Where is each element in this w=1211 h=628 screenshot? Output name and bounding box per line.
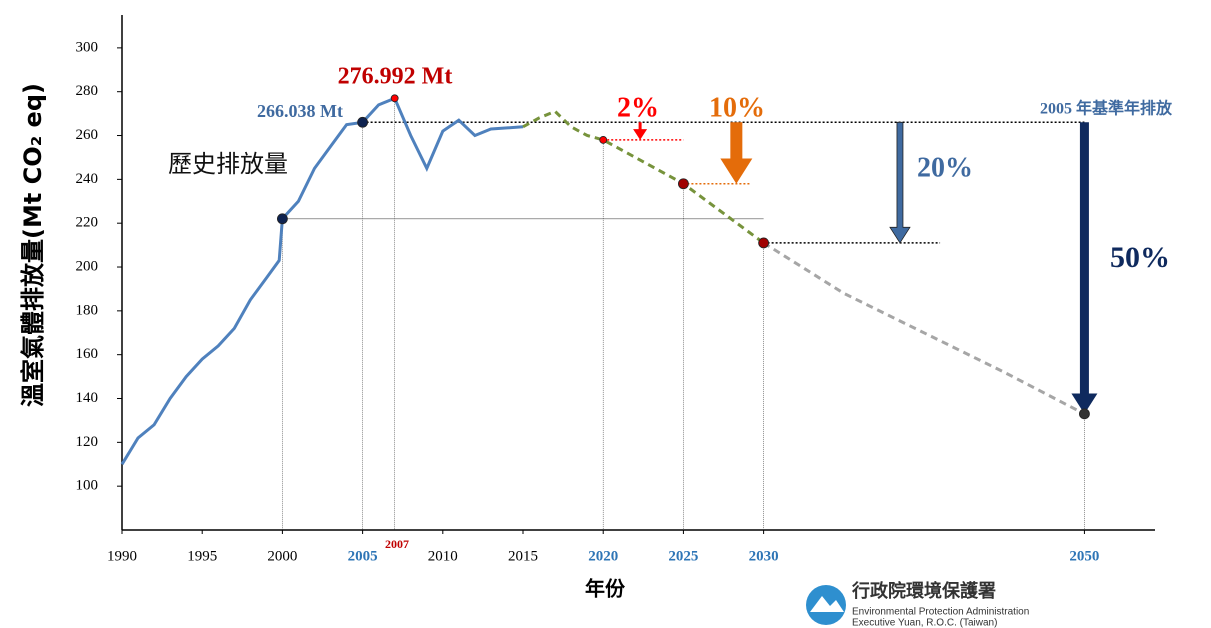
x-tick-label: 2010 (428, 548, 458, 564)
y-tick-label: 260 (76, 127, 99, 143)
reduction-arrow (633, 122, 648, 140)
annotation: 歷史排放量 (168, 150, 288, 178)
x-tick-label: 2050 (1069, 548, 1099, 564)
x-tick-label: 1995 (187, 548, 217, 564)
y-tick-label: 300 (76, 39, 99, 55)
y-tick-label: 140 (76, 390, 99, 406)
y-tick-label: 180 (76, 302, 99, 318)
reduction-label: 50% (1110, 241, 1170, 274)
y-tick-label: 120 (76, 434, 99, 450)
marker (599, 136, 608, 144)
x-tick-label: 1990 (107, 548, 137, 564)
series-line (120, 96, 524, 466)
y-tick-label: 240 (76, 171, 99, 187)
reduction-label: 2% (617, 92, 659, 123)
y-axis-label: 溫室氣體排放量(Mt CO₂ eq) (19, 83, 47, 407)
x-tick-label: 2000 (267, 548, 297, 564)
series-line (522, 109, 765, 245)
marker (357, 116, 369, 128)
x-tick-label: 2030 (749, 548, 779, 564)
y-tick-label: 160 (76, 346, 99, 362)
series-line (762, 241, 1086, 416)
marker (678, 178, 689, 190)
logo-line: Environmental Protection Administration (852, 607, 1029, 618)
reduction-label: 10% (709, 92, 765, 123)
annotation: 2007 (385, 537, 409, 551)
y-tick-label: 200 (76, 258, 99, 274)
y-tick-label: 100 (76, 478, 99, 494)
reduction-arrow (720, 122, 753, 184)
logo-mountain (810, 596, 844, 612)
y-tick-label: 220 (76, 215, 99, 231)
marker (390, 94, 399, 103)
x-tick-label: 2020 (588, 548, 618, 564)
annotation: 276.992 Mt (338, 64, 453, 90)
marker (1079, 408, 1090, 420)
logo-line: Executive Yuan, R.O.C. (Taiwan) (852, 618, 997, 628)
reduction-arrow (889, 121, 911, 244)
annotation: 266.038 Mt (257, 101, 343, 121)
reduction-label: 20% (917, 152, 973, 183)
reduction-arrow (1071, 122, 1098, 414)
logo-title: 行政院環境保護署 (851, 580, 996, 601)
logo: 行政院環境保護署 Environmental Protection Admini… (806, 580, 1029, 628)
x-tick-label: 2005 (348, 548, 378, 564)
x-axis-label: 年份 (585, 577, 626, 601)
y-tick-label: 280 (76, 83, 99, 99)
x-tick-label: 2015 (508, 548, 538, 564)
x-tick-label: 2025 (668, 548, 698, 564)
baseline-label: 2005 年基準年排放 (1040, 99, 1173, 118)
marker (277, 213, 288, 225)
marker (758, 237, 770, 249)
